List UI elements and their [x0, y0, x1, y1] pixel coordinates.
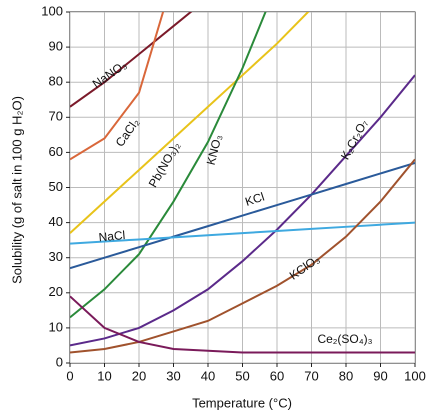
- series-line: [70, 12, 193, 108]
- series-line: [70, 74, 415, 347]
- x-tick-label: 20: [132, 368, 146, 383]
- x-tick-label: 30: [166, 368, 180, 383]
- series-line: [70, 158, 415, 354]
- y-tick-label: 50: [49, 179, 63, 194]
- y-tick-label: 100: [41, 3, 63, 18]
- y-tick-label: 20: [49, 284, 63, 299]
- y-tick-label: 70: [49, 109, 63, 124]
- x-tick-label: 40: [201, 368, 215, 383]
- x-tick-label: 70: [304, 368, 318, 383]
- x-tick-label: 0: [66, 368, 73, 383]
- x-tick-label: 90: [373, 368, 387, 383]
- y-tick-label: 10: [49, 319, 63, 334]
- x-tick-label: 100: [404, 368, 426, 383]
- series-line: [70, 12, 267, 319]
- series-line: [70, 12, 310, 234]
- series-line: [70, 12, 165, 161]
- x-tick-label: 50: [235, 368, 249, 383]
- y-tick-label: 0: [56, 354, 63, 369]
- series-line: [70, 161, 415, 270]
- x-tick-label: 60: [270, 368, 284, 383]
- x-tick-label: 80: [339, 368, 353, 383]
- y-tick-label: 60: [49, 144, 63, 159]
- y-tick-label: 30: [49, 249, 63, 264]
- series-line: [70, 295, 415, 354]
- x-tick-label: 10: [97, 368, 111, 383]
- y-tick-label: 40: [49, 214, 63, 229]
- y-axis-label: Solubility (g of salt in 100 g H₂O): [9, 96, 24, 284]
- x-axis-label: Temperature (°C): [192, 395, 292, 410]
- y-tick-label: 90: [49, 39, 63, 54]
- series-label: NaCl: [98, 228, 126, 244]
- series-label: Ce₂(SO₄)₃: [317, 332, 372, 346]
- series-label: KCl: [243, 190, 266, 209]
- y-tick-label: 80: [49, 74, 63, 89]
